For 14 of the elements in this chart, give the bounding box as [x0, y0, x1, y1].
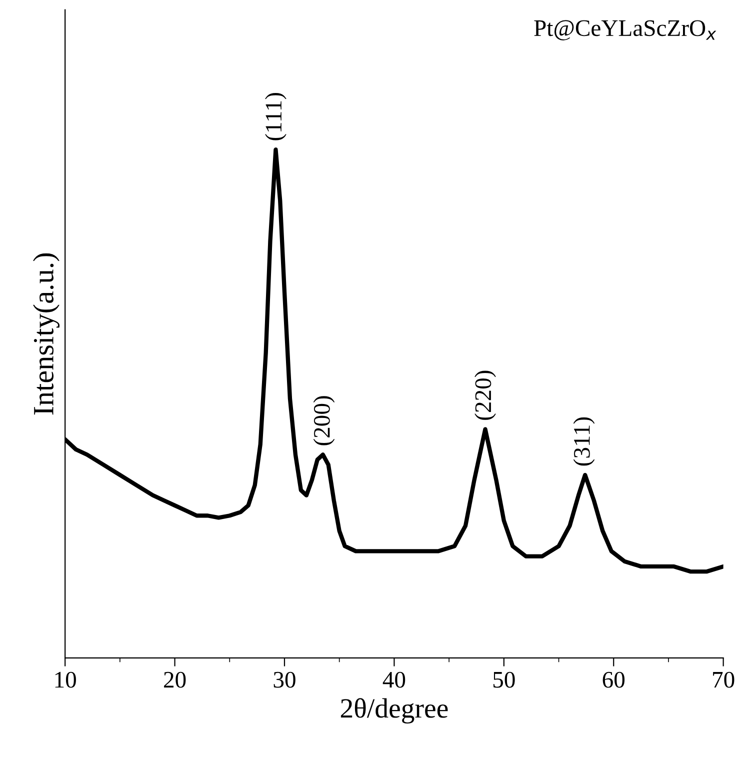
annotation: (311) [573, 417, 595, 466]
annotation: (111) [265, 92, 286, 140]
x-tick-label: 50 [493, 672, 515, 688]
x-tick-label: 10 [55, 672, 76, 688]
x-tick-label: 40 [382, 672, 406, 688]
text: Pt@CeYLaScZrO$_{x}$ [534, 20, 716, 40]
annotation: (200) [313, 396, 335, 446]
y-axis-title: Intensity(a.u.) [32, 253, 60, 415]
x-tick-label: 20 [164, 672, 186, 688]
x-tick-label: 60 [602, 672, 625, 688]
x-axis-title: 2θ/degree [340, 698, 448, 724]
x-tick-label: 70 [713, 672, 734, 688]
annotation: (220) [474, 370, 496, 420]
x-tick-label: 30 [274, 672, 296, 688]
